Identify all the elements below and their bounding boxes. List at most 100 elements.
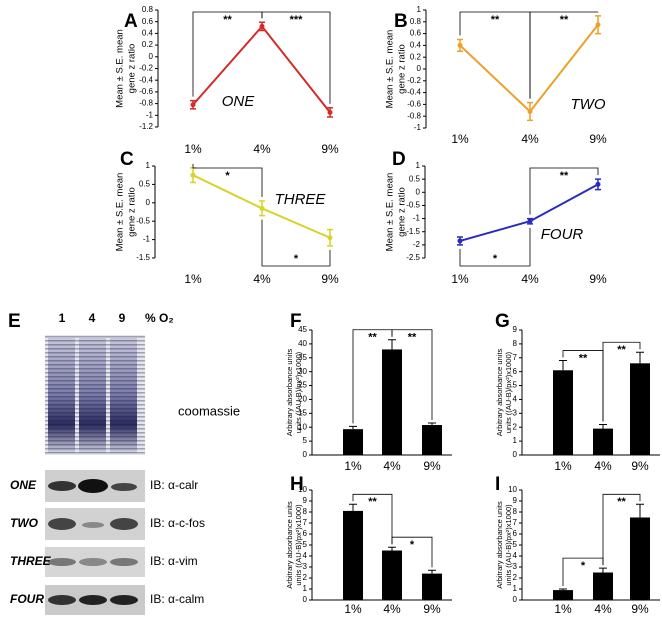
x-tick-label: 1% (554, 459, 572, 473)
y-tick-label: 5 (303, 540, 308, 549)
x-tick-label: 9% (589, 132, 607, 146)
significance-label: * (294, 253, 299, 265)
y-tick-label: 5 (513, 381, 518, 390)
point (327, 235, 333, 241)
series-label: THREE (275, 191, 327, 208)
bar (553, 370, 573, 455)
y-axis-label: Mean ± S.E. mean (115, 173, 126, 252)
gene-label: TWO (10, 516, 39, 530)
y-tick-label: 7 (513, 353, 518, 362)
band (110, 595, 138, 605)
y-tick-label: 1 (417, 5, 422, 14)
bar (382, 550, 402, 600)
error-bar (349, 503, 357, 511)
significance-label: ** (223, 14, 232, 26)
y-tick-label: 30 (298, 367, 307, 376)
error-bar (349, 425, 357, 430)
x-tick-label: 4% (521, 132, 539, 146)
bar (382, 349, 402, 455)
y-axis-label: gene z ratio (127, 44, 138, 94)
significance-bracket (192, 163, 263, 197)
y-axis-label: Mean ± S.E. mean (385, 30, 396, 109)
y-tick-label: -1.5 (136, 253, 150, 262)
y-axis-label: units ((AU-B)/px²)x1000) (504, 351, 513, 433)
chart-panel: H Arbitrary absorbance units units ((AU-B)… (285, 474, 452, 616)
panel-letter: C (120, 149, 134, 170)
y-tick-label: -1 (146, 110, 154, 119)
y-tick-label: 0 (146, 198, 151, 207)
x-tick-label: 4% (253, 142, 271, 156)
y-tick-label: 6 (303, 529, 308, 538)
band (48, 481, 76, 491)
series-label: ONE (222, 93, 256, 110)
error-bar (428, 569, 436, 574)
x-tick-label: 4% (383, 459, 401, 473)
significance-label: ** (560, 14, 569, 26)
blot-panel: E 1 4 9 % O₂ coomassie ONE IB: α-calr TW… (8, 311, 240, 615)
y-tick-label: -0.2 (139, 64, 153, 73)
x-tick-label: 9% (321, 272, 339, 286)
y-tick-label: 0 (417, 64, 422, 73)
significance-label: ** (491, 14, 500, 26)
y-tick-label: -0.8 (139, 99, 153, 108)
y-tick-label: -1.5 (406, 227, 420, 236)
bar (343, 429, 363, 455)
significance-label: ** (368, 332, 377, 344)
error-bar (428, 422, 436, 425)
y-tick-label: -2.5 (406, 253, 420, 262)
x-tick-label: 4% (594, 459, 612, 473)
y-tick-label: -1 (414, 123, 422, 132)
y-tick-label: 1 (513, 584, 518, 593)
x-tick-label: 1% (184, 272, 202, 286)
significance-bracket (391, 329, 433, 421)
y-tick-label: 0.6 (142, 17, 154, 26)
x-tick-label: 1% (554, 602, 572, 616)
y-tick-label: -0.5 (406, 201, 420, 210)
y-tick-label: -0.8 (407, 111, 421, 120)
y-tick-label: 3 (303, 562, 308, 571)
x-tick-label: 1% (344, 459, 362, 473)
blot-row: ONE IB: α-calr (10, 470, 198, 502)
y-tick-label: 0.4 (410, 41, 422, 50)
y-tick-label: 0 (149, 52, 154, 61)
error-bar (388, 546, 396, 551)
bar (343, 510, 363, 600)
band (110, 518, 138, 530)
significance-label: * (225, 170, 230, 182)
bar (593, 428, 613, 455)
y-tick-label: 1 (513, 436, 518, 445)
y-axis-label: units ((AU-B)/px²)x1000) (504, 504, 513, 586)
gene-label: ONE (10, 478, 37, 492)
y-tick-label: 0.4 (142, 29, 154, 38)
y-tick-label: 3 (513, 408, 518, 417)
y-tick-label: 8 (303, 507, 308, 516)
y-tick-label: 9 (303, 496, 308, 505)
significance-label: ** (408, 332, 417, 344)
panel-letter: B (394, 11, 408, 32)
chart-panel: D Mean ± S.E. mean gene z ratio 1 0.5 0 -0.5 -1… (385, 149, 607, 286)
significance-label: ** (617, 496, 626, 508)
error-bar (559, 588, 567, 591)
bar (630, 363, 650, 455)
y-tick-label: 0 (513, 595, 518, 604)
significance-bracket (352, 493, 393, 545)
y-tick-label: 2 (513, 422, 518, 431)
bar (553, 590, 573, 600)
point (457, 238, 463, 244)
y-tick-label: 2 (303, 573, 308, 582)
y-tick-label: 8 (513, 339, 518, 348)
y-axis-label: Arbitrary absorbance units (495, 348, 504, 436)
significance-label: *** (290, 14, 304, 26)
y-axis-label: gene z ratio (397, 187, 408, 237)
y-axis-label: Arbitrary absorbance units (285, 348, 294, 436)
lane-label: 9 (119, 311, 126, 325)
y-tick-label: 1 (146, 161, 151, 170)
x-tick-label: 1% (451, 272, 469, 286)
x-tick-label: 1% (451, 132, 469, 146)
y-tick-label: 0 (513, 450, 518, 459)
y-tick-label: 7 (513, 518, 518, 527)
band (110, 558, 138, 566)
x-tick-label: 1% (184, 142, 202, 156)
blot-row: FOUR IB: α-calm (10, 585, 204, 615)
